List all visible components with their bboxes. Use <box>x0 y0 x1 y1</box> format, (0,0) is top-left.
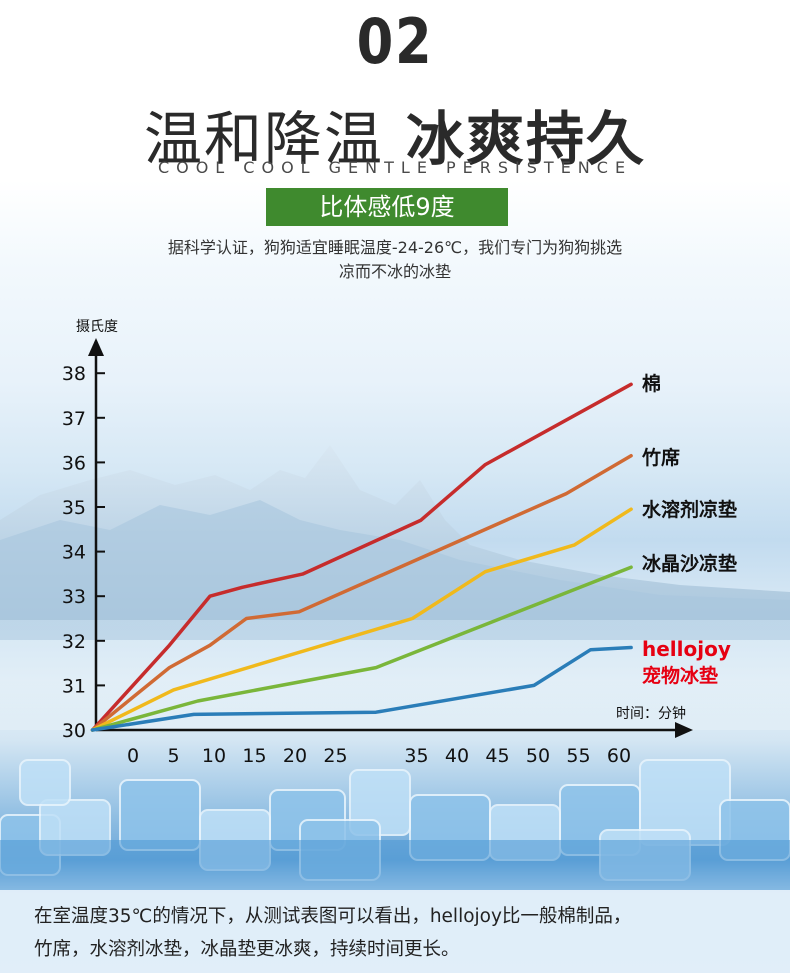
y-axis-arrow <box>88 338 104 356</box>
series-line-cotton <box>90 382 633 732</box>
series-line-bamboo <box>90 453 633 732</box>
footer-line-1: 在室温度35℃的情况下，从测试表图可以看出，hellojoy比一般棉制品， <box>34 906 632 927</box>
x-tick-label: 60 <box>607 745 631 767</box>
x-tick-label: 0 <box>127 745 139 767</box>
footer-line-2: 竹席，水溶剂冰垫，冰晶垫更冰爽，持续时间更长。 <box>34 939 460 960</box>
y-tick-label: 34 <box>62 542 86 564</box>
ice-cube <box>19 759 71 806</box>
y-tick-label: 31 <box>62 675 86 697</box>
x-tick-label: 50 <box>526 745 550 767</box>
y-tick-label: 36 <box>62 452 86 474</box>
page-title: 温和降温 冰爽持久 <box>0 92 790 176</box>
x-tick-label: 5 <box>167 745 179 767</box>
x-tick-label: 35 <box>404 745 428 767</box>
ice-cube <box>119 779 201 851</box>
title-part-1: 温和降温 <box>143 105 384 173</box>
feature-badge: 比体感低9度 <box>266 188 508 226</box>
description-line-1: 据科学认证，狗狗适宜睡眠温度-24-26℃，我们专门为狗狗挑选 <box>167 238 623 257</box>
y-tick-label: 32 <box>62 631 86 653</box>
legend-label-hellojoy: hellojoy <box>642 637 731 661</box>
legend-label: 竹席 <box>641 446 680 469</box>
x-axis-arrow <box>675 722 693 738</box>
chart-series <box>90 382 633 732</box>
y-tick-label: 33 <box>62 586 86 608</box>
series-line-water_gel <box>90 507 633 732</box>
mountain-backdrop <box>0 445 790 730</box>
y-tick-label: 35 <box>62 497 86 519</box>
english-subtitle: COOL COOL GENTLE PERSISTENCE <box>157 158 633 177</box>
description-line-2: 凉而不冰的冰垫 <box>338 262 451 281</box>
x-tick-label: 45 <box>485 745 509 767</box>
x-tick-label: 20 <box>283 745 307 767</box>
title-part-2: 冰爽持久 <box>406 105 647 173</box>
series-line-hellojoy <box>90 645 633 732</box>
x-tick-label: 25 <box>323 745 347 767</box>
legend-label: 冰晶沙凉垫 <box>642 552 737 575</box>
x-tick-label: 10 <box>202 745 226 767</box>
ice-cubes <box>0 759 790 890</box>
legend-label: 棉 <box>642 372 661 395</box>
legend-label: 水溶剂凉垫 <box>642 498 737 521</box>
y-tick-label: 30 <box>62 720 86 742</box>
ice-base <box>0 840 790 890</box>
x-tick-label: 55 <box>566 745 590 767</box>
footer-note: 在室温度35℃的情况下，从测试表图可以看出，hellojoy比一般棉制品， 竹席… <box>0 890 790 973</box>
x-tick-label: 40 <box>445 745 469 767</box>
x-tick-label: 15 <box>242 745 266 767</box>
description: 据科学认证，狗狗适宜睡眠温度-24-26℃，我们专门为狗狗挑选 凉而不冰的冰垫 <box>0 236 790 284</box>
section-number: 02 <box>356 5 434 78</box>
legend-label-hellojoy-sub: 宠物冰垫 <box>642 664 718 687</box>
series-line-ice_sand <box>90 565 633 732</box>
x-axis-label: 时间：分钟 <box>616 705 686 722</box>
y-axis-label: 摄氏度 <box>76 319 118 335</box>
y-tick-label: 38 <box>62 363 86 385</box>
y-tick-label: 37 <box>62 408 86 430</box>
